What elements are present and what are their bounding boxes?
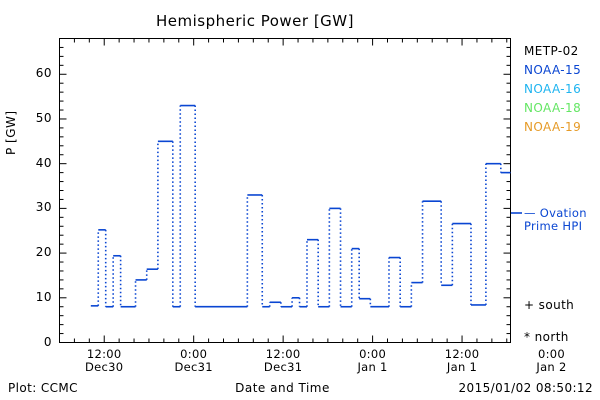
x-tick-time: 12:00 (86, 347, 122, 361)
y-tick-label: 60 (35, 66, 52, 81)
y-tick-label: 0 (43, 334, 52, 349)
x-tick-date: Jan 1 (446, 359, 478, 374)
legend-item-noaa-19: NOAA-19 (524, 120, 582, 134)
y-tick-label: 50 (35, 110, 52, 125)
x-tick-date: Dec31 (263, 359, 303, 374)
legend-marker-south: + south (524, 298, 575, 312)
x-tick-label: 0:00 Dec31 (159, 348, 229, 373)
page-title: Hemispheric Power [GW] (156, 12, 354, 30)
plot-credit: Plot: CCMC (8, 381, 78, 395)
x-tick-label: 12:00 Jan 1 (427, 348, 497, 373)
plot-frame (59, 38, 511, 343)
x-tick-label: 0:00 Jan 2 (517, 348, 587, 373)
y-tick-label: 30 (35, 200, 52, 215)
legend-item-noaa-18: NOAA-18 (524, 101, 582, 115)
y-tick-label: 40 (35, 155, 52, 170)
x-tick-time: 12:00 (265, 347, 301, 361)
legend-ovation-line2: Prime HPI (524, 219, 583, 233)
x-tick-date: Jan 2 (536, 359, 567, 374)
legend-item-noaa-15: NOAA-15 (524, 63, 582, 77)
legend-item-metp-02: METP-02 (524, 44, 579, 58)
y-axis-title: P [GW] (4, 110, 18, 155)
x-axis-title: Date and Time (235, 381, 330, 395)
x-tick-label: 12:00 Dec30 (69, 348, 139, 373)
legend-marker-north: * north (524, 330, 569, 344)
x-tick-time: 0:00 (180, 347, 208, 361)
y-axis-ticks (59, 38, 511, 343)
x-tick-label: 12:00 Dec31 (248, 348, 318, 373)
data-series-layer (90, 104, 511, 308)
x-tick-date: Jan 1 (357, 359, 388, 374)
x-tick-time: 0:00 (359, 347, 387, 361)
y-tick-label: 10 (35, 289, 52, 304)
x-tick-time: 12:00 (444, 347, 480, 361)
legend-ovation-line1: — Ovation (524, 206, 587, 220)
legend-ovation-prime: — Ovation Prime HPI (524, 207, 587, 233)
y-tick-label: 20 (35, 245, 52, 260)
x-tick-date: Dec30 (85, 359, 124, 374)
x-tick-label: 0:00 Jan 1 (338, 348, 408, 373)
x-axis-ticks (59, 38, 508, 343)
plot-timestamp: 2015/01/02 08:50:12 (458, 381, 593, 395)
legend-item-noaa-16: NOAA-16 (524, 82, 582, 96)
x-tick-date: Dec31 (174, 359, 213, 374)
x-tick-time: 0:00 (537, 347, 566, 361)
